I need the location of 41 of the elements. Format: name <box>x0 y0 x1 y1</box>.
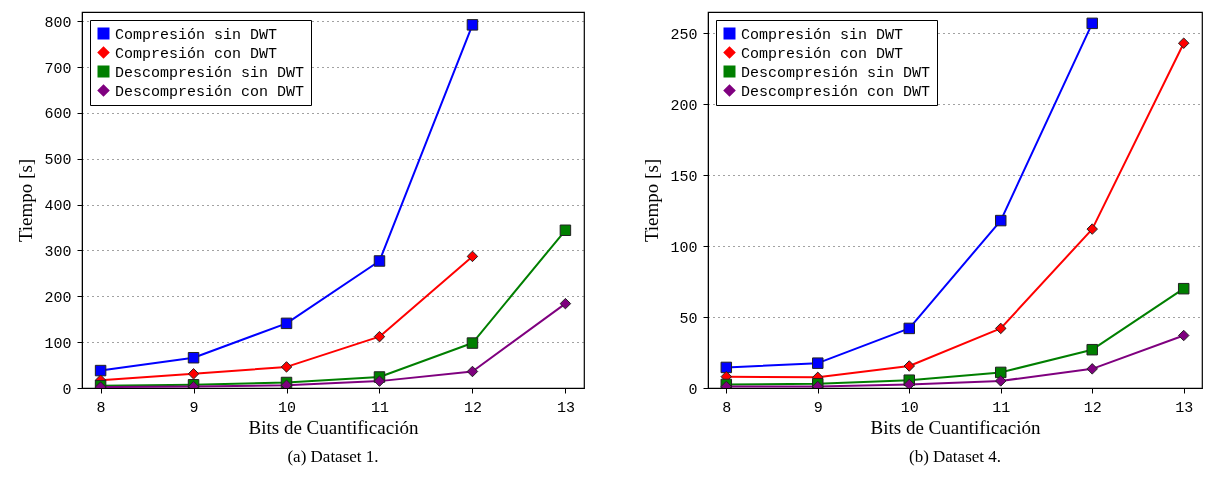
x-axis-title: Bits de Cuantificación <box>870 416 1041 438</box>
x-tick-label: 13 <box>1175 399 1194 417</box>
x-tick-label: 9 <box>813 399 823 417</box>
y-tick-label: 200 <box>44 289 72 307</box>
legend-label: Compresión sin DWT <box>115 26 278 44</box>
x-tick-label: 9 <box>189 399 199 417</box>
y-axis-title: Tiempo [s] <box>15 158 37 243</box>
y-tick-label: 100 <box>670 239 698 257</box>
y-tick-label: 200 <box>670 97 698 115</box>
x-tick-label: 11 <box>992 399 1011 417</box>
y-tick-label: 0 <box>688 381 698 399</box>
x-tick-label: 10 <box>278 399 297 417</box>
legend-label: Descompresión con DWT <box>741 83 931 101</box>
y-tick-label: 300 <box>44 243 72 261</box>
legend-label: Compresión con DWT <box>741 45 904 63</box>
y-tick-label: 50 <box>679 310 698 328</box>
x-tick-label: 8 <box>96 399 106 417</box>
y-tick-label: 100 <box>44 335 72 353</box>
x-tick-label: 12 <box>463 399 482 417</box>
y-tick-label: 800 <box>44 14 72 32</box>
legend-label: Descompresión sin DWT <box>741 64 931 82</box>
x-tick-label: 11 <box>370 399 389 417</box>
legend-label: Compresión sin DWT <box>741 26 904 44</box>
legend-label: Compresión con DWT <box>115 45 278 63</box>
y-tick-label: 600 <box>44 106 72 124</box>
y-tick-label: 150 <box>670 168 698 186</box>
y-tick-label: 250 <box>670 26 698 44</box>
x-axis-title: Bits de Cuantificación <box>248 416 419 438</box>
x-tick-label: 10 <box>900 399 919 417</box>
text: (b) Dataset 4. <box>908 447 1002 466</box>
y-axis-title: Tiempo [s] <box>641 158 663 243</box>
x-tick-label: 8 <box>722 399 732 417</box>
y-tick-label: 400 <box>44 198 72 216</box>
legend-label: Descompresión sin DWT <box>115 64 305 82</box>
y-tick-label: 500 <box>44 152 72 170</box>
legend-label: Descompresión con DWT <box>115 83 305 101</box>
y-tick-label: 0 <box>62 381 72 399</box>
y-tick-label: 700 <box>44 60 72 78</box>
x-tick-label: 13 <box>556 399 575 417</box>
x-tick-label: 12 <box>1083 399 1102 417</box>
text: (a) Dataset 1. <box>287 447 379 466</box>
